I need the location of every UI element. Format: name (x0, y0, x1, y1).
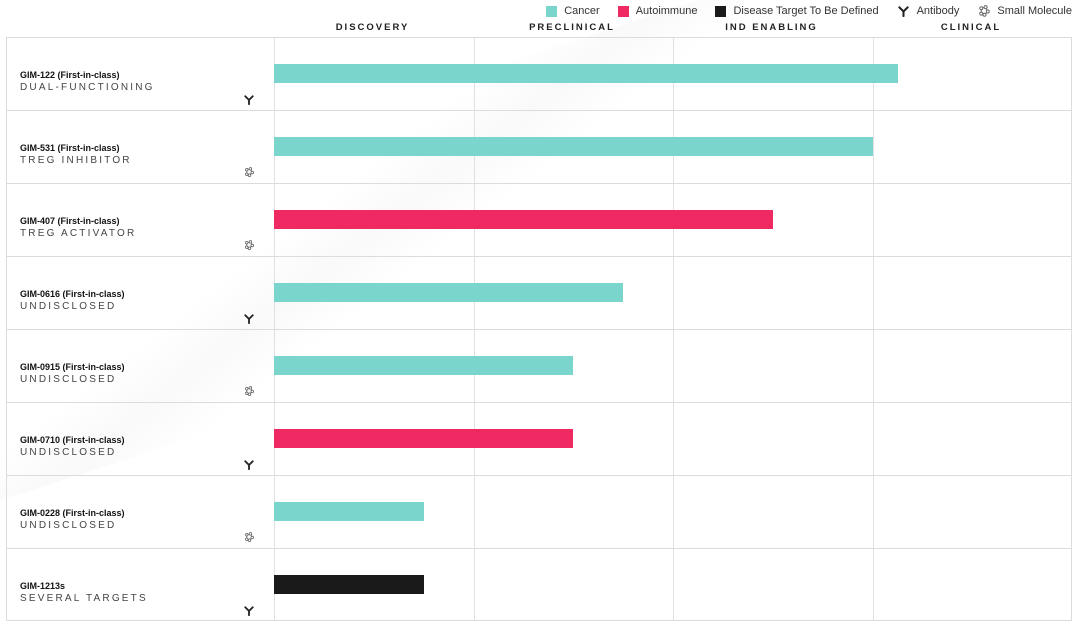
small-molecule-icon-glyph (245, 386, 254, 396)
legend-label: Autoimmune (635, 5, 698, 17)
small-molecule-icon-glyph (245, 240, 254, 250)
legend-label: Disease Target To Be Defined (733, 5, 879, 17)
table-row: GIM-0915 (First-in-class) UNDISCLOSED (7, 330, 1071, 403)
program-name: GIM-0710 (First-in-class) (20, 435, 125, 445)
small-molecule-icon (244, 238, 256, 250)
legend-swatch (617, 5, 629, 17)
table-row: GIM-407 (First-in-class) TREG ACTIVATOR (7, 184, 1071, 257)
small-molecule-icon (977, 4, 991, 18)
phase-label-ind-enabling: IND ENABLING (725, 22, 818, 33)
bar-gim-0616 (274, 283, 624, 302)
legend-item-small-molecule: Small Molecule (977, 4, 1072, 18)
program-description: UNDISCLOSED (20, 301, 117, 312)
legend-label: Small Molecule (997, 5, 1072, 17)
program-name: GIM-0915 (First-in-class) (20, 362, 125, 372)
legend-swatch (715, 5, 727, 17)
antibody-icon (244, 311, 256, 325)
antibody-icon-glyph (244, 606, 254, 617)
program-description: UNDISCLOSED (20, 374, 117, 385)
bar-gim-407 (274, 210, 773, 229)
program-description: UNDISCLOSED (20, 447, 117, 458)
legend-label: Antibody (916, 5, 960, 17)
small-molecule-icon (244, 384, 256, 396)
table-row: GIM-122 (First-in-class) DUAL-FUNCTIONING (7, 38, 1071, 111)
bar-gim-1213s (274, 575, 424, 594)
antibody-icon (244, 603, 256, 617)
program-name: GIM-1213s (20, 581, 66, 591)
small-molecule-icon (244, 530, 256, 542)
program-description: SEVERAL TARGETS (20, 593, 148, 604)
phase-label-discovery: DISCOVERY (335, 22, 410, 33)
legend-item-autoimmune: Autoimmune (617, 5, 698, 17)
table-row: GIM-0616 (First-in-class) UNDISCLOSED (7, 257, 1071, 330)
bar-gim-0915 (274, 356, 574, 375)
antibody-icon-glyph (244, 314, 254, 325)
program-name: GIM-0228 (First-in-class) (20, 508, 125, 518)
program-description: DUAL-FUNCTIONING (20, 82, 155, 93)
antibody-icon-glyph (898, 5, 909, 17)
small-molecule-icon-glyph (979, 4, 990, 17)
legend-item-disease-target-to-be-defined: Disease Target To Be Defined (715, 5, 879, 17)
antibody-icon (244, 457, 256, 471)
table-row: GIM-531 (First-in-class) TREG INHIBITOR (7, 111, 1071, 184)
program-description: TREG INHIBITOR (20, 155, 132, 166)
antibody-icon-glyph (244, 460, 254, 471)
table-row: GIM-0228 (First-in-class) UNDISCLOSED (7, 476, 1071, 549)
pipeline-table: GIM-122 (First-in-class) DUAL-FUNCTIONING… (6, 37, 1072, 621)
legend-item-antibody: Antibody (897, 4, 960, 18)
antibody-icon-glyph (244, 95, 254, 106)
program-name: GIM-531 (First-in-class) (20, 143, 120, 153)
program-name: GIM-0616 (First-in-class) (20, 289, 125, 299)
bar-gim-122 (274, 64, 899, 83)
phase-label-clinical: CLINICAL (940, 22, 1002, 33)
small-molecule-icon (244, 165, 256, 177)
small-molecule-icon-glyph (245, 532, 254, 542)
legend: Cancer Autoimmune Disease Target To Be Def… (528, 4, 1072, 18)
legend-item-cancer: Cancer (546, 5, 600, 17)
table-row: GIM-1213s SEVERAL TARGETS (7, 549, 1071, 622)
antibody-icon (244, 92, 256, 106)
small-molecule-icon-glyph (245, 167, 254, 177)
program-name: GIM-122 (First-in-class) (20, 70, 120, 80)
program-description: UNDISCLOSED (20, 520, 117, 531)
bar-gim-531 (274, 137, 873, 156)
legend-label: Cancer (564, 5, 600, 17)
bar-gim-0228 (274, 502, 424, 521)
bar-gim-0710 (274, 429, 574, 448)
program-name: GIM-407 (First-in-class) (20, 216, 120, 226)
phase-label-preclinical: PRECLINICAL (529, 22, 615, 33)
program-description: TREG ACTIVATOR (20, 228, 137, 239)
legend-swatch (546, 5, 558, 17)
table-row: GIM-0710 (First-in-class) UNDISCLOSED (7, 403, 1071, 476)
antibody-icon (897, 4, 911, 18)
